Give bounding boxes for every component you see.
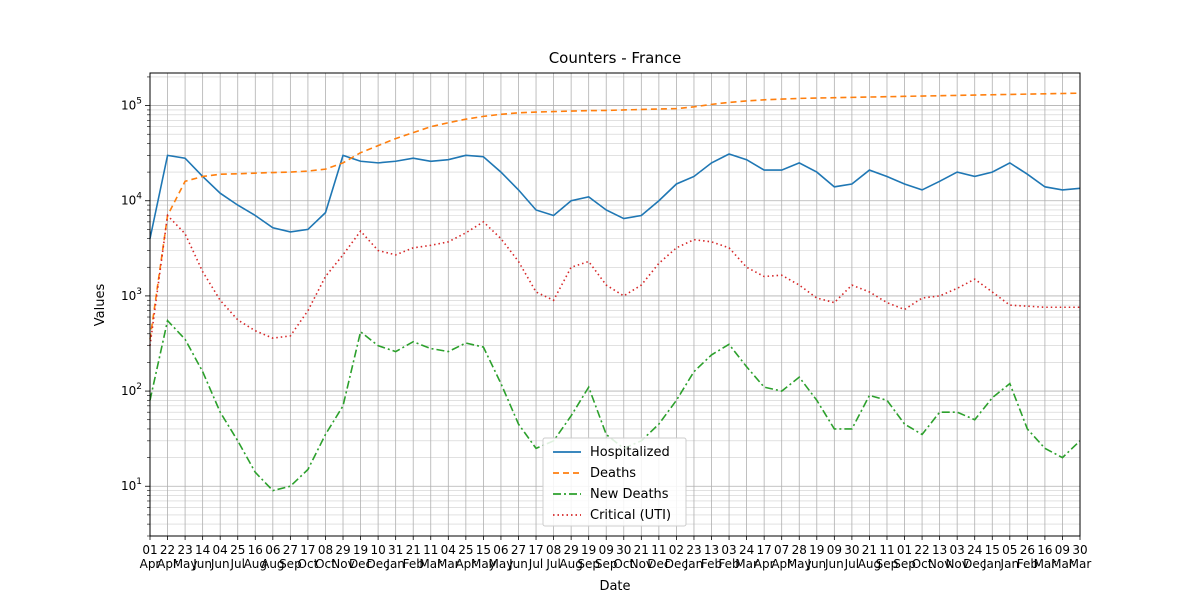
x-tick-label: 13 Nov — [928, 543, 951, 571]
x-tick-label: 11 Dec — [647, 543, 670, 571]
x-tick-label: 27 Jun — [508, 543, 528, 571]
legend-box — [542, 437, 687, 527]
x-tick-label: 09 Mar — [1051, 543, 1074, 571]
x-tick-label: 25 Apr — [455, 543, 476, 571]
y-tick-label: 104 — [121, 192, 142, 208]
x-tick-label: 17 Oct — [298, 543, 319, 571]
x-tick-label: 03 Nov — [945, 543, 968, 571]
x-tick-label: 19 Sep — [577, 543, 600, 571]
x-tick-label: 16 Mar — [1034, 543, 1057, 571]
x-tick-label: 29 Aug — [559, 543, 582, 571]
x-tick-label: 06 Aug — [261, 543, 284, 571]
x-tick-label: 21 Nov — [630, 543, 653, 571]
x-tick-label: 13 Feb — [701, 543, 722, 571]
y-axis-label: Values — [93, 284, 108, 327]
x-tick-label: 04 Jun — [210, 543, 230, 571]
x-tick-label: 31 Jan — [385, 543, 405, 571]
y-tick-label: 101 — [121, 477, 142, 493]
x-tick-label: 09 Sep — [595, 543, 618, 571]
x-tick-label: 24 Dec — [963, 543, 986, 571]
x-tick-label: 17 Apr — [754, 543, 775, 571]
x-tick-label: 23 May — [173, 543, 198, 571]
x-tick-label: 15 May — [471, 543, 496, 571]
x-tick-label: 30 Jul — [844, 543, 860, 571]
x-tick-label: 25 Jul — [229, 543, 245, 571]
x-tick-label: 29 Nov — [331, 543, 354, 571]
x-tick-label: 08 Oct — [315, 543, 336, 571]
x-tick-label: 09 Jun — [824, 543, 844, 571]
y-axis-ticks: 101 102 103 104 105 — [121, 76, 150, 537]
x-tick-label: 11 Mar — [419, 543, 442, 571]
legend-label: New Deaths — [590, 487, 669, 502]
x-tick-label: 01 Sep — [893, 543, 916, 571]
x-tick-label: 07 Apr — [771, 543, 792, 571]
series-deaths-line — [149, 92, 1081, 340]
legend-label: Deaths — [590, 466, 636, 481]
x-tick-label: 03 Feb — [718, 543, 739, 571]
x-tick-label: 30 Oct — [613, 543, 634, 571]
chart-title: Counters - France — [549, 49, 682, 67]
x-tick-label: 22 Apr — [157, 543, 178, 571]
x-tick-label: 30 Mar — [1069, 543, 1092, 571]
x-tick-label: 14 Jun — [192, 543, 212, 571]
legend: Hospitalized Deaths New Deaths Critical (UT… — [542, 437, 687, 527]
plot-area-frame — [149, 72, 1081, 537]
x-tick-label: 17 Jul — [528, 543, 544, 571]
y-tick-label: 105 — [121, 97, 142, 113]
y-tick-label: 103 — [121, 287, 142, 303]
series-hospitalized-line — [149, 153, 1081, 239]
x-tick-label: 23 Jan — [684, 543, 704, 571]
x-tick-label: 05 Jan — [1000, 543, 1020, 571]
series-critical-uti--line — [149, 213, 1080, 346]
x-tick-label: 27 Sep — [279, 543, 302, 571]
x-tick-label: 10 Dec — [366, 543, 389, 571]
x-tick-label: 21 Aug — [858, 543, 881, 571]
x-tick-label: 04 Mar — [437, 543, 460, 571]
x-tick-label: 11 Sep — [876, 543, 899, 571]
x-tick-label: 06 May — [489, 543, 514, 571]
x-tick-label: 08 Jul — [545, 543, 561, 571]
x-tick-label: 26 Feb — [1017, 543, 1038, 571]
x-tick-label: 16 Aug — [244, 543, 267, 571]
y-tick-label: 102 — [121, 382, 142, 398]
x-tick-label: 21 Feb — [403, 543, 424, 571]
x-tick-label: 15 Jan — [982, 543, 1002, 571]
x-axis-label: Date — [599, 579, 630, 594]
legend-label: Critical (UTI) — [590, 508, 671, 523]
x-tick-label: 01 Apr — [140, 543, 161, 571]
legend-label: Hospitalized — [590, 445, 670, 460]
x-tick-label: 28 May — [787, 543, 812, 571]
x-tick-label: 19 Jun — [806, 543, 826, 571]
x-tick-label: 19 Dec — [349, 543, 372, 571]
x-tick-label: 22 Oct — [912, 543, 933, 571]
x-tick-label: 02 Dec — [665, 543, 688, 571]
x-tick-label: 24 Mar — [735, 543, 758, 571]
